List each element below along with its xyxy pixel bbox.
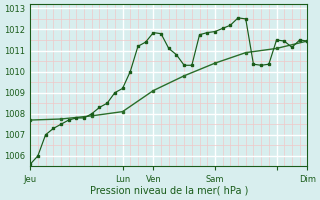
X-axis label: Pression niveau de la mer( hPa ): Pression niveau de la mer( hPa ) bbox=[90, 186, 248, 196]
